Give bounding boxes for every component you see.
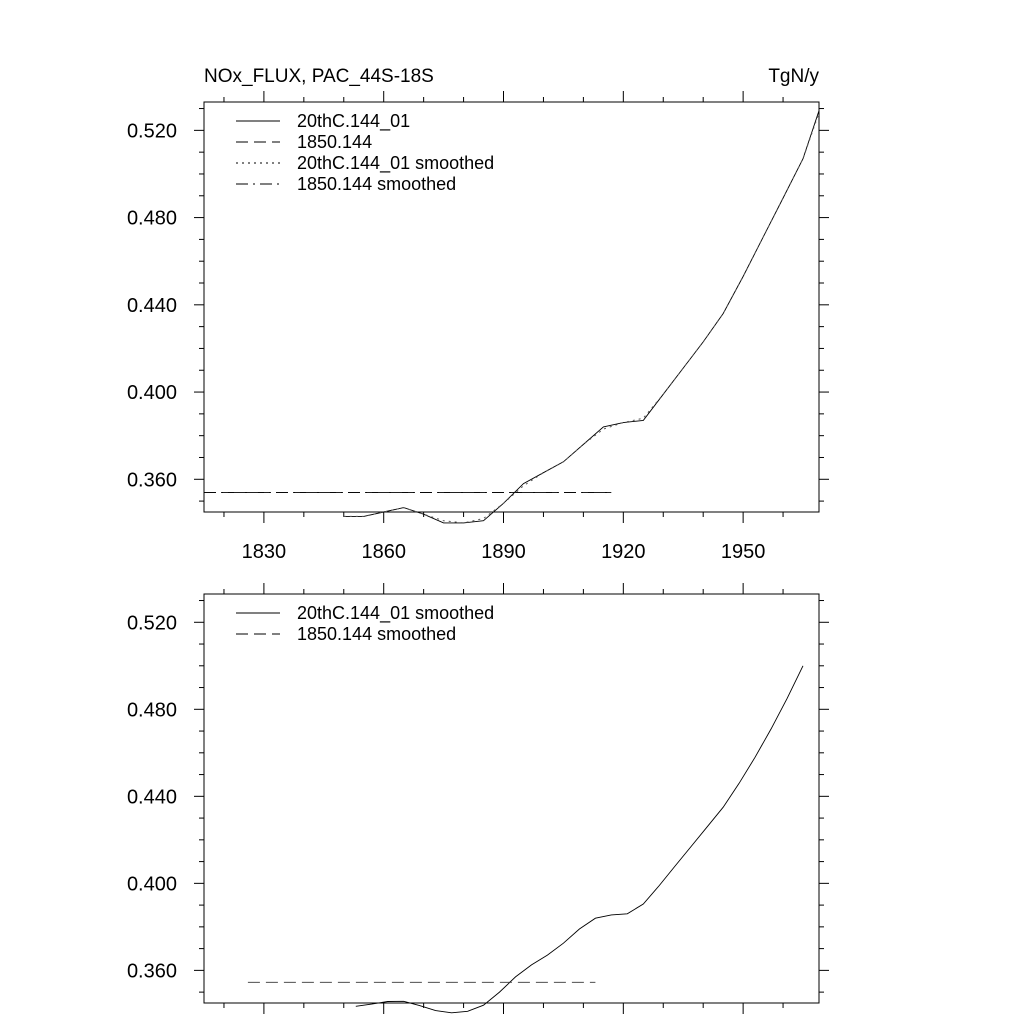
x-tick-label: 1890	[481, 541, 526, 563]
y-tick-label: 0.400	[127, 873, 177, 895]
x-tick-label: 1950	[721, 541, 766, 563]
units-label: TgN/y	[768, 66, 819, 87]
legend-label-1: 20thC.144_01	[297, 111, 410, 132]
plot-frame	[203, 101, 820, 513]
plot-frame	[203, 593, 820, 1004]
y-tick-label: 0.520	[127, 612, 177, 634]
legend-label-2: 1850.144	[297, 132, 372, 152]
legend-label-2: 1850.144 smoothed	[297, 624, 456, 644]
chart-title: NOx_FLUX, PAC_44S-18S	[204, 66, 434, 87]
top-panel: 0.360 0.400 0.440 0.480 0.520 1830 1860 1890 192…	[127, 91, 829, 563]
y-tick-label: 0.440	[127, 786, 177, 808]
bottom-panel: 0.360 0.400 0.440 0.480 0.520 20thC.144_01 sm…	[127, 583, 829, 1014]
legend-label-4: 1850.144 smoothed	[297, 174, 456, 194]
y-tick-label: 0.520	[127, 120, 177, 142]
y-tick-label: 0.360	[127, 960, 177, 982]
y-tick-label: 0.440	[127, 295, 177, 317]
x-tick-label: 1920	[601, 541, 646, 563]
series-line-1	[343, 110, 820, 524]
legend-label-1: 20thC.144_01 smoothed	[297, 603, 494, 624]
x-tick-label: 1830	[242, 541, 287, 563]
y-tick-label: 0.480	[127, 208, 177, 230]
y-tick-label: 0.400	[127, 382, 177, 404]
x-tick-label: 1860	[361, 541, 406, 563]
y-tick-label: 0.480	[127, 699, 177, 721]
legend-label-3: 20thC.144_01 smoothed	[297, 153, 494, 174]
y-tick-label: 0.360	[127, 469, 177, 491]
series-line-1	[355, 665, 804, 1014]
